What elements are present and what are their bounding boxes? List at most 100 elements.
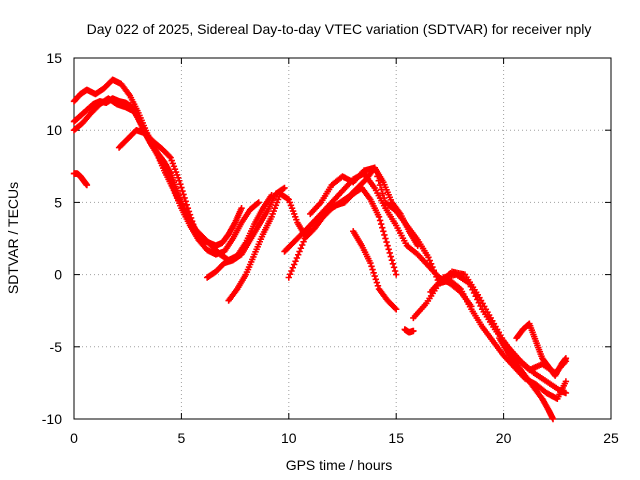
- data-point: [188, 217, 196, 225]
- data-point: [192, 227, 199, 235]
- data-point: [186, 211, 194, 218]
- data-point: [429, 263, 436, 271]
- x-tick-label: 0: [70, 430, 78, 446]
- data-point: [472, 293, 479, 300]
- data-point: [382, 235, 389, 242]
- series-sat-p: [513, 320, 570, 379]
- x-tick-label: 5: [178, 430, 186, 446]
- series-sat-d: [70, 170, 91, 189]
- series-sat-h: [281, 184, 400, 278]
- y-tick-label: 15: [46, 50, 62, 66]
- data-point: [254, 200, 261, 207]
- data-point: [385, 246, 392, 253]
- data-point: [431, 270, 439, 277]
- data-point: [376, 181, 384, 189]
- axis-ticks: [73, 57, 612, 420]
- data-point: [177, 180, 184, 188]
- data-point: [562, 389, 570, 397]
- data-point: [379, 224, 386, 231]
- data-point: [303, 232, 310, 239]
- data-point: [301, 235, 309, 242]
- series-sat-e: [115, 127, 200, 238]
- grid-lines: [74, 58, 611, 419]
- y-tick-label: -10: [42, 411, 62, 427]
- data-point: [389, 260, 397, 267]
- data-point: [369, 266, 376, 273]
- y-tick-labels: 15 10 5 0 -5 -10: [42, 50, 62, 427]
- data-point: [475, 299, 483, 306]
- data-point: [470, 289, 478, 297]
- data-point: [384, 242, 391, 249]
- data-point: [374, 173, 381, 180]
- data-point: [381, 231, 388, 239]
- data-point: [380, 228, 387, 235]
- data-point: [304, 228, 311, 236]
- data-point: [562, 378, 570, 385]
- data-points: [70, 76, 570, 423]
- data-point: [373, 279, 381, 286]
- data-point: [390, 264, 398, 271]
- y-axis-label: SDTVAR / TECUs: [5, 182, 21, 294]
- plot-frame: [73, 57, 612, 420]
- x-tick-label: 10: [281, 430, 297, 446]
- data-point: [187, 214, 195, 222]
- x-tick-labels: 0 5 10 15 20 25: [70, 430, 619, 446]
- data-point: [391, 304, 399, 312]
- data-point: [294, 251, 302, 258]
- series-sat-f: [203, 184, 288, 281]
- data-point: [371, 164, 378, 171]
- data-point: [426, 257, 433, 264]
- data-point: [185, 208, 193, 215]
- data-point: [393, 271, 400, 278]
- data-point: [466, 280, 473, 287]
- x-axis-label: GPS time / hours: [286, 457, 393, 473]
- x-tick-label: 25: [603, 430, 619, 446]
- data-point: [549, 415, 557, 423]
- data-point: [255, 199, 262, 206]
- series-sat-k: [350, 228, 400, 313]
- data-point: [290, 261, 298, 268]
- data-point: [300, 238, 307, 245]
- data-point: [430, 267, 437, 274]
- y-tick-label: 0: [54, 267, 62, 283]
- data-point: [383, 238, 390, 246]
- data-point: [386, 249, 393, 257]
- data-point: [387, 253, 395, 260]
- data-point: [425, 254, 432, 261]
- data-point: [193, 230, 200, 238]
- x-tick-label: 15: [388, 430, 404, 446]
- data-point: [299, 241, 306, 249]
- data-point: [469, 286, 476, 293]
- data-point: [297, 245, 305, 252]
- data-point: [372, 276, 379, 283]
- data-point: [190, 221, 197, 228]
- data-point: [379, 190, 386, 197]
- data-point: [285, 274, 292, 281]
- chart-title: Day 022 of 2025, Sidereal Day-to-day VTE…: [87, 21, 592, 37]
- data-point: [181, 194, 188, 202]
- data-point: [378, 186, 385, 193]
- data-point: [370, 269, 377, 276]
- data-point: [376, 217, 384, 224]
- data-point: [289, 264, 297, 271]
- data-point: [474, 296, 481, 303]
- data-point: [477, 302, 484, 310]
- data-point: [372, 168, 380, 176]
- data-point: [433, 273, 440, 280]
- data-point: [368, 263, 375, 270]
- series-sat-j: [307, 164, 570, 402]
- data-point: [380, 194, 388, 202]
- data-point: [391, 267, 399, 275]
- data-point: [184, 204, 192, 212]
- data-point: [166, 153, 173, 160]
- data-point: [393, 306, 400, 313]
- y-tick-label: 5: [54, 194, 62, 210]
- data-point: [183, 201, 190, 208]
- series-sat-n: [427, 271, 570, 397]
- data-point: [292, 258, 299, 265]
- data-point: [178, 184, 185, 191]
- data-point: [367, 259, 374, 267]
- y-tick-label: -5: [50, 339, 63, 355]
